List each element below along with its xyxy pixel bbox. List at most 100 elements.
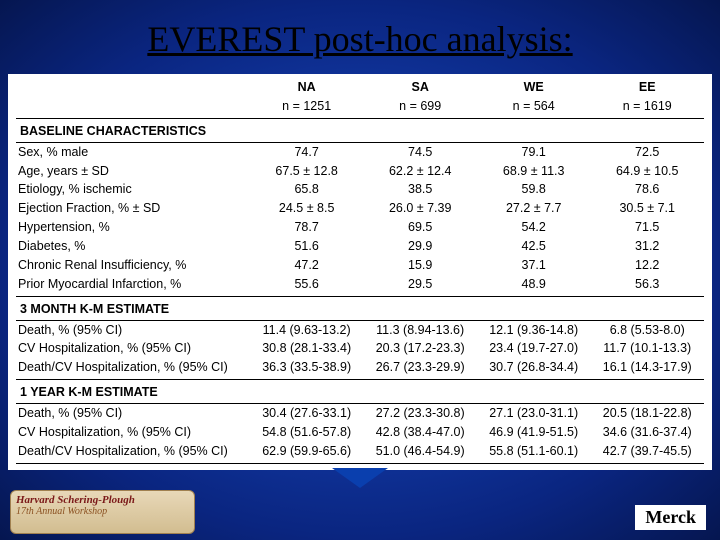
- cell-value: 11.4 (9.63-13.2): [250, 320, 364, 339]
- cell-value: 26.7 (23.3-29.9): [363, 358, 477, 379]
- table-row: CV Hospitalization, % (95% CI)54.8 (51.6…: [16, 423, 704, 442]
- cell-value: 27.2 (23.3-30.8): [363, 404, 477, 423]
- cell-value: 54.2: [477, 218, 591, 237]
- cell-value: 29.5: [363, 275, 477, 296]
- table-row: Sex, % male74.774.579.172.5: [16, 142, 704, 161]
- cell-value: 12.1 (9.36-14.8): [477, 320, 591, 339]
- row-label: Death/CV Hospitalization, % (95% CI): [16, 358, 250, 379]
- cell-value: 38.5: [363, 180, 477, 199]
- column-n: n = 1251: [250, 97, 364, 118]
- table-row: Chronic Renal Insufficiency, %47.215.937…: [16, 256, 704, 275]
- cell-value: 30.4 (27.6-33.1): [250, 404, 364, 423]
- cell-value: 69.5: [363, 218, 477, 237]
- section-heading-row: 1 YEAR K-M ESTIMATE: [16, 380, 704, 404]
- table-row: Hypertension, %78.769.554.271.5: [16, 218, 704, 237]
- table-row: Death, % (95% CI)11.4 (9.63-13.2)11.3 (8…: [16, 320, 704, 339]
- cell-value: 29.9: [363, 237, 477, 256]
- cell-value: 68.9 ± 11.3: [477, 162, 591, 181]
- table-n-row: n = 1251n = 699n = 564n = 1619: [16, 97, 704, 118]
- conference-badge: Harvard Schering-Plough 17th Annual Work…: [10, 490, 195, 534]
- cell-value: 15.9: [363, 256, 477, 275]
- column-n: n = 564: [477, 97, 591, 118]
- cell-value: 20.3 (17.2-23.3): [363, 339, 477, 358]
- row-label: Etiology, % ischemic: [16, 180, 250, 199]
- row-label: Death, % (95% CI): [16, 320, 250, 339]
- cell-value: 62.9 (59.9-65.6): [250, 442, 364, 463]
- cell-value: 27.2 ± 7.7: [477, 199, 591, 218]
- cell-value: 54.8 (51.6-57.8): [250, 423, 364, 442]
- cell-value: 37.1: [477, 256, 591, 275]
- table-row: Ejection Fraction, % ± SD24.5 ± 8.526.0 …: [16, 199, 704, 218]
- cell-value: 74.7: [250, 142, 364, 161]
- cell-value: 74.5: [363, 142, 477, 161]
- cell-value: 27.1 (23.0-31.1): [477, 404, 591, 423]
- table-row: Prior Myocardial Infarction, %55.629.548…: [16, 275, 704, 296]
- row-label: CV Hospitalization, % (95% CI): [16, 339, 250, 358]
- cell-value: 56.3: [590, 275, 704, 296]
- sponsor-label: Merck: [635, 505, 706, 530]
- cell-value: 11.7 (10.1-13.3): [590, 339, 704, 358]
- row-label: Death/CV Hospitalization, % (95% CI): [16, 442, 250, 463]
- table-row: Death/CV Hospitalization, % (95% CI)62.9…: [16, 442, 704, 463]
- cell-value: 64.9 ± 10.5: [590, 162, 704, 181]
- cell-value: 31.2: [590, 237, 704, 256]
- cell-value: 34.6 (31.6-37.4): [590, 423, 704, 442]
- cell-value: 71.5: [590, 218, 704, 237]
- row-label: Age, years ± SD: [16, 162, 250, 181]
- cell-value: 42.7 (39.7-45.5): [590, 442, 704, 463]
- column-n: n = 1619: [590, 97, 704, 118]
- cell-value: 48.9: [477, 275, 591, 296]
- row-label: Ejection Fraction, % ± SD: [16, 199, 250, 218]
- table-row: Death, % (95% CI)30.4 (27.6-33.1)27.2 (2…: [16, 404, 704, 423]
- row-label: Sex, % male: [16, 142, 250, 161]
- cell-value: 42.8 (38.4-47.0): [363, 423, 477, 442]
- data-table: NASAWEEEn = 1251n = 699n = 564n = 1619BA…: [16, 78, 704, 464]
- cell-value: 36.3 (33.5-38.9): [250, 358, 364, 379]
- data-table-container: NASAWEEEn = 1251n = 699n = 564n = 1619BA…: [8, 74, 712, 470]
- cell-value: 79.1: [477, 142, 591, 161]
- row-label: Death, % (95% CI): [16, 404, 250, 423]
- cell-value: 72.5: [590, 142, 704, 161]
- cell-value: 11.3 (8.94-13.6): [363, 320, 477, 339]
- table-header-row: NASAWEEE: [16, 78, 704, 97]
- column-n: n = 699: [363, 97, 477, 118]
- cell-value: 16.1 (14.3-17.9): [590, 358, 704, 379]
- table-row: Age, years ± SD67.5 ± 12.862.2 ± 12.468.…: [16, 162, 704, 181]
- cell-value: 30.7 (26.8-34.4): [477, 358, 591, 379]
- cell-value: 78.6: [590, 180, 704, 199]
- cell-value: 23.4 (19.7-27.0): [477, 339, 591, 358]
- cell-value: 51.6: [250, 237, 364, 256]
- column-header: WE: [477, 78, 591, 97]
- badge-subtitle: 17th Annual Workshop: [16, 506, 189, 517]
- cell-value: 59.8: [477, 180, 591, 199]
- section-heading-row: 3 MONTH K-M ESTIMATE: [16, 296, 704, 320]
- column-header: NA: [250, 78, 364, 97]
- cell-value: 20.5 (18.1-22.8): [590, 404, 704, 423]
- table-row: Death/CV Hospitalization, % (95% CI)36.3…: [16, 358, 704, 379]
- cell-value: 26.0 ± 7.39: [363, 199, 477, 218]
- cell-value: 55.8 (51.1-60.1): [477, 442, 591, 463]
- cell-value: 55.6: [250, 275, 364, 296]
- row-label: Hypertension, %: [16, 218, 250, 237]
- cell-value: 46.9 (41.9-51.5): [477, 423, 591, 442]
- cell-value: 65.8: [250, 180, 364, 199]
- cell-value: 67.5 ± 12.8: [250, 162, 364, 181]
- cell-value: 12.2: [590, 256, 704, 275]
- cell-value: 30.5 ± 7.1: [590, 199, 704, 218]
- cell-value: 24.5 ± 8.5: [250, 199, 364, 218]
- section-heading-row: BASELINE CHARACTERISTICS: [16, 118, 704, 142]
- row-label: Diabetes, %: [16, 237, 250, 256]
- cell-value: 51.0 (46.4-54.9): [363, 442, 477, 463]
- cell-value: 62.2 ± 12.4: [363, 162, 477, 181]
- chevron-down-icon: [332, 468, 388, 488]
- cell-value: 30.8 (28.1-33.4): [250, 339, 364, 358]
- row-label: Prior Myocardial Infarction, %: [16, 275, 250, 296]
- badge-title: Harvard Schering-Plough: [16, 494, 189, 506]
- column-header: EE: [590, 78, 704, 97]
- slide-title: EVEREST post-hoc analysis:: [0, 0, 720, 74]
- cell-value: 6.8 (5.53-8.0): [590, 320, 704, 339]
- column-header: SA: [363, 78, 477, 97]
- row-label: CV Hospitalization, % (95% CI): [16, 423, 250, 442]
- table-row: Diabetes, %51.629.942.531.2: [16, 237, 704, 256]
- cell-value: 47.2: [250, 256, 364, 275]
